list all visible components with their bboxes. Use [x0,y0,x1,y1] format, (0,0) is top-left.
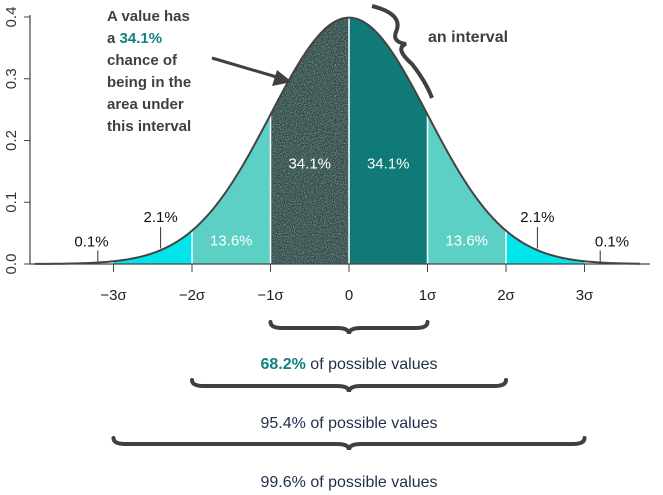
range-brace-1 [190,378,508,393]
range-brace-2 [111,436,587,451]
region-label-0: 2.1% [143,209,177,226]
annotation-line-2: a 34.1% [107,30,162,47]
region-percent-labels: 2.1% 13.6% 34.1% 34.1% 13.6% 2.1% 0.1% 0.1% [74,155,629,262]
x-tick-label: −1σ [257,287,284,304]
region-label-3: 34.1% [367,155,410,172]
region-label-4: 13.6% [445,232,488,249]
x-tick-label: −3σ [100,287,127,304]
annotation-line-6: this interval [107,118,191,135]
region-label-2: 34.1% [288,155,331,172]
x-tick-label: 3σ [576,287,594,304]
x-tick-label: −2σ [179,287,206,304]
region-fill-5 [506,230,585,264]
region-label-5: 2.1% [520,209,554,226]
annotation-line-1: A value has [107,8,190,25]
y-tick-label: 0.1 [3,192,20,213]
y-tick-label: 0.2 [3,130,20,151]
region-fill-3 [349,17,428,265]
annotation-arrow-head [272,70,292,86]
range-braces: 68.2% of possible values 95.4% of possibl… [111,320,587,491]
x-axis-ticks: −3σ −2σ −1σ 0 1σ 2σ 3σ [100,264,594,304]
sigma-boundaries [191,17,507,264]
x-tick-label: 1σ [419,287,437,304]
range-label-1: 95.4% of possible values [261,415,438,432]
interval-brace: an interval [371,4,508,99]
annotation-arrow-shaft [211,56,281,80]
x-tick-label: 2σ [497,287,515,304]
region-label-1: 13.6% [210,232,253,249]
range-label-2: 99.6% of possible values [261,474,438,491]
y-tick-label: 0.0 [3,254,20,275]
y-tick-label: 0.3 [3,68,20,89]
interval-label: an interval [428,29,508,46]
chance-annotation: A value has a 34.1% chance of being in t… [107,8,292,135]
region-texture-2 [270,17,349,265]
annotation-line-3: chance of [107,52,178,69]
region-fill-0 [113,230,192,264]
annotation-line-5: area under [107,96,184,113]
y-axis-ticks: 0.0 0.1 0.2 0.3 0.4 [3,7,30,275]
y-tick-label: 0.4 [3,7,20,28]
range-label-0: 68.2% of possible values [260,356,437,373]
x-tick-label: 0 [345,287,353,304]
tail-label-left: 0.1% [74,234,108,251]
tail-label-right: 0.1% [595,234,629,251]
annotation-line-4: being in the [107,74,191,91]
density-curve [34,16,641,265]
range-brace-0 [268,320,430,335]
